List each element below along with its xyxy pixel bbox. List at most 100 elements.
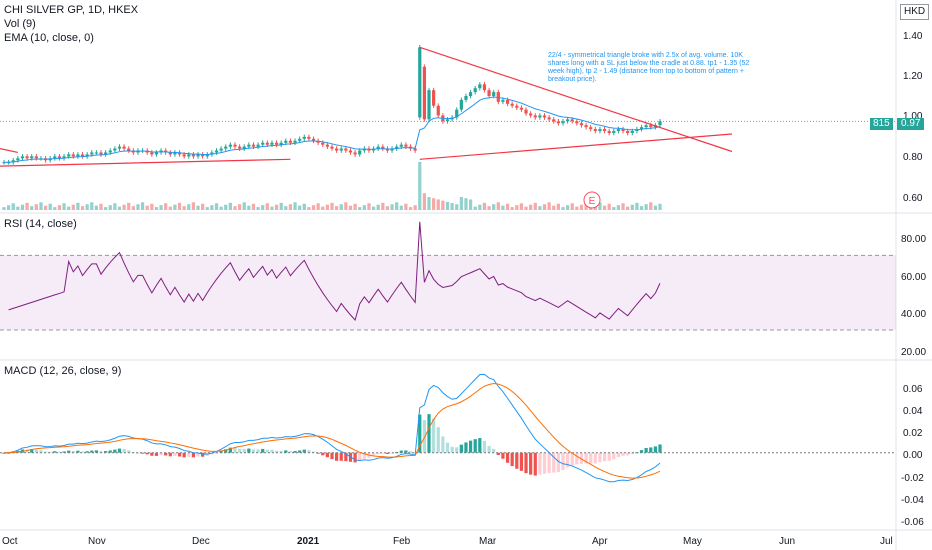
- earnings-marker[interactable]: E: [583, 191, 601, 209]
- annotation-line-3: week high), tp 2 - 1.49 (distance from t…: [547, 68, 744, 75]
- volume-bar: [247, 205, 251, 210]
- macd-line: [4, 373, 661, 483]
- volume-bar: [145, 205, 149, 210]
- volume-bar: [224, 204, 228, 210]
- histogram-bar: [436, 427, 440, 453]
- volume-bar: [432, 198, 436, 210]
- histogram-bar: [25, 449, 29, 453]
- volume-bar: [34, 204, 38, 210]
- x-tick: 2021: [297, 536, 320, 547]
- volume-bar: [482, 202, 487, 210]
- candle-body: [99, 152, 103, 155]
- candle-body: [390, 148, 394, 151]
- histogram-bar: [602, 452, 607, 462]
- volume-bar: [284, 206, 288, 210]
- candle-body: [579, 123, 584, 126]
- candle-body: [552, 119, 556, 122]
- vol-label: Vol (9): [4, 18, 36, 30]
- candle-body: [67, 154, 71, 157]
- volume-bar: [376, 204, 380, 210]
- candle-body: [418, 47, 422, 118]
- x-tick: Feb: [393, 536, 411, 547]
- histogram-bar: [538, 452, 542, 475]
- candle-body: [187, 154, 191, 157]
- histogram-bar: [85, 451, 89, 453]
- volume-bar: [565, 205, 570, 210]
- histogram-bar: [196, 452, 200, 457]
- volume-bar: [344, 202, 348, 210]
- x-tick: Nov: [88, 536, 106, 547]
- candle-body: [621, 129, 625, 132]
- volume-bar: [242, 202, 246, 210]
- candle-body: [274, 142, 279, 145]
- histogram-bar: [67, 450, 71, 453]
- candle-body: [556, 121, 560, 124]
- volume-bar: [154, 207, 159, 210]
- volume-bar: [556, 203, 560, 210]
- rsi-tick: 80.00: [901, 234, 926, 245]
- histogram-bar: [57, 451, 62, 453]
- volume-bar: [505, 203, 510, 210]
- volume-bar: [653, 205, 657, 210]
- volume-bar: [80, 206, 85, 210]
- candle-body: [261, 142, 265, 145]
- volume-bar: [71, 204, 75, 210]
- last-volume-badge: 815: [870, 118, 893, 130]
- x-tick: Oct: [2, 536, 18, 547]
- volume-bar: [427, 197, 431, 210]
- ema-line: [4, 96, 661, 163]
- volume-bar: [187, 204, 191, 210]
- histogram-bar: [441, 436, 445, 453]
- candle-body: [307, 136, 311, 139]
- histogram-bar: [519, 452, 524, 471]
- time-axis: Oct Nov Dec 2021 Feb Mar Apr May Jun Jul: [2, 536, 893, 547]
- histogram-bar: [529, 452, 533, 475]
- candle-body: [427, 90, 431, 120]
- volume-bar: [251, 203, 256, 210]
- histogram-bar: [187, 452, 191, 458]
- x-tick: Dec: [192, 536, 210, 547]
- volume-bar: [325, 204, 329, 210]
- histogram-bar: [261, 448, 265, 453]
- candle-body: [630, 131, 634, 133]
- volume-bar: [459, 197, 463, 210]
- histogram-bar: [256, 449, 260, 453]
- volume-bar: [547, 202, 551, 210]
- volume-bar: [422, 193, 427, 210]
- candle-body: [210, 152, 214, 155]
- histogram-bar: [80, 451, 85, 453]
- histogram-bar: [501, 452, 505, 459]
- candle-body: [16, 158, 20, 161]
- candle-body: [293, 140, 297, 143]
- volume-bar: [131, 206, 135, 210]
- volume-bar: [561, 207, 565, 210]
- candle-body: [298, 138, 302, 141]
- histogram-bar: [464, 442, 468, 453]
- histogram-bar: [228, 447, 232, 453]
- histogram-bar: [589, 452, 593, 464]
- histogram-bar: [422, 419, 427, 453]
- candle-body: [325, 144, 329, 147]
- histogram-bar: [168, 452, 172, 457]
- macd-tick: -0.02: [901, 473, 924, 484]
- annotation-note[interactable]: 22/4 - symmetrical triangle broke with 2…: [547, 52, 749, 83]
- candle-body: [607, 131, 611, 133]
- price-tick: 1.20: [903, 71, 923, 82]
- symbol-title: CHI SILVER GP, 1D, HKEX: [4, 4, 139, 16]
- candle-body: [353, 152, 357, 155]
- candle-body: [265, 142, 269, 145]
- volume-bar: [150, 203, 154, 210]
- x-tick: Jun: [779, 536, 795, 547]
- candle-body: [80, 154, 85, 157]
- volume-bar: [140, 202, 145, 210]
- histogram-bar: [150, 452, 154, 456]
- histogram-bar: [542, 452, 547, 474]
- histogram-bar: [201, 452, 205, 457]
- candle-body: [71, 154, 75, 157]
- histogram-bar: [247, 448, 251, 453]
- macd-histogram: [2, 414, 662, 476]
- macd-tick: 0.06: [903, 384, 923, 395]
- histogram-bar: [154, 452, 159, 456]
- histogram-bar: [233, 447, 237, 453]
- currency-button[interactable]: HKD: [900, 4, 930, 20]
